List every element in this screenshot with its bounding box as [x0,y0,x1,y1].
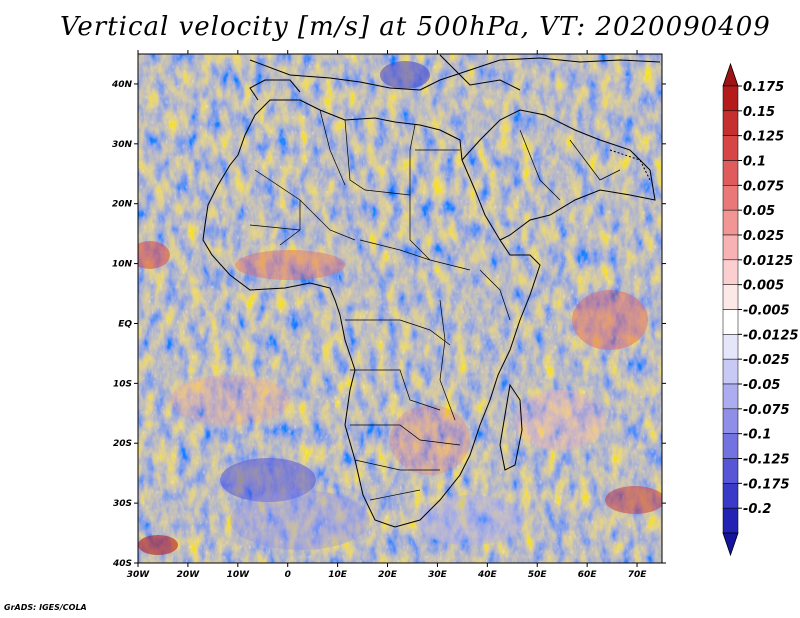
colorbar-swatch [722,334,739,360]
colorbar-label: 0.175 [743,80,784,95]
colorbar-swatch [722,458,739,484]
colorbar-swatch [722,135,739,161]
colorbar-label: -0.0125 [743,328,799,343]
lat-tick-label: 40N [111,80,133,90]
lat-tick-label: 10S [113,379,132,389]
colorbar-swatch [722,234,739,261]
country-borders [249,109,621,501]
colorbar-label: -0.1 [743,428,771,443]
lat-tick-label: 20S [113,439,132,449]
colorbar-label: -0.025 [743,353,790,368]
colorbar: 0.175 0.15 0.125 0.1 0.075 0.05 0.025 0.0125 0.0… [722,62,799,557]
lon-tick-label: 10W [227,570,251,580]
lon-tick-label: 70E [628,570,648,580]
colorbar-swatch [722,309,739,335]
colorbar-label: 0.025 [743,229,784,244]
colorbar-swatch [722,358,739,385]
latitude-axis: 40N 30N 20N 10N EQ 10S 20S 30S 40S [111,80,666,569]
lat-tick-label: 20N [112,200,133,210]
colorbar-label: -0.005 [743,304,790,319]
lon-tick-label: 10E [328,570,348,580]
colorbar-label: 0.005 [743,279,784,294]
coastlines [202,54,661,528]
colorbar-bottom-arrow [722,532,739,557]
colorbar-swatch [722,408,739,434]
lat-tick-label: 30N [112,140,133,150]
colorbar-label: -0.075 [743,403,790,418]
colorbar-swatch [722,185,739,211]
lon-tick-label: 20W [177,570,201,580]
colorbar-swatch [722,209,739,236]
chart-title: Vertical velocity [m/s] at 500hPa, VT: 2… [60,12,771,42]
colorbar-label: 0.15 [743,105,775,120]
lon-tick-label: 20E [378,570,398,580]
colorbar-swatch [722,507,739,534]
colorbar-swatch [722,160,739,186]
colorbar-label: 0.075 [743,179,784,194]
colorbar-label: -0.2 [743,502,771,517]
colorbar-swatch [722,483,739,509]
map-frame [137,53,663,564]
colorbar-swatch [722,85,739,112]
colorbar-swatch [722,433,739,459]
colorbar-label: -0.125 [743,453,790,468]
lon-tick-label: 30W [127,570,151,580]
colorbar-swatch [722,284,739,310]
colorbar-top-arrow [722,62,739,87]
longitude-axis: 30W 20W 10W 0 10E 20E 30E 40E 50E 60E 70E [127,50,647,580]
velocity-field [138,54,662,563]
colorbar-label: 0.0125 [743,254,793,269]
lon-tick-label: 40E [477,570,498,580]
colorbar-label: -0.05 [743,378,780,393]
lon-tick-label: 50E [528,570,548,580]
lon-tick-label: 60E [578,570,598,580]
credit-text: GrADS: IGES/COLA [4,603,87,612]
lat-tick-label: 40S [112,559,132,569]
lat-tick-label: EQ [118,319,132,329]
colorbar-label: 0.125 [743,130,784,145]
colorbar-label: 0.1 [743,155,766,170]
lon-tick-label: 0 [285,570,291,580]
colorbar-label: 0.05 [743,204,775,219]
lon-tick-label: 30E [428,570,448,580]
lat-tick-label: 10N [112,260,133,270]
lat-tick-label: 30S [113,499,132,509]
colorbar-label: -0.175 [743,477,790,492]
colorbar-swatch [722,259,739,285]
colorbar-swatch [722,110,739,136]
colorbar-swatch [722,383,739,410]
